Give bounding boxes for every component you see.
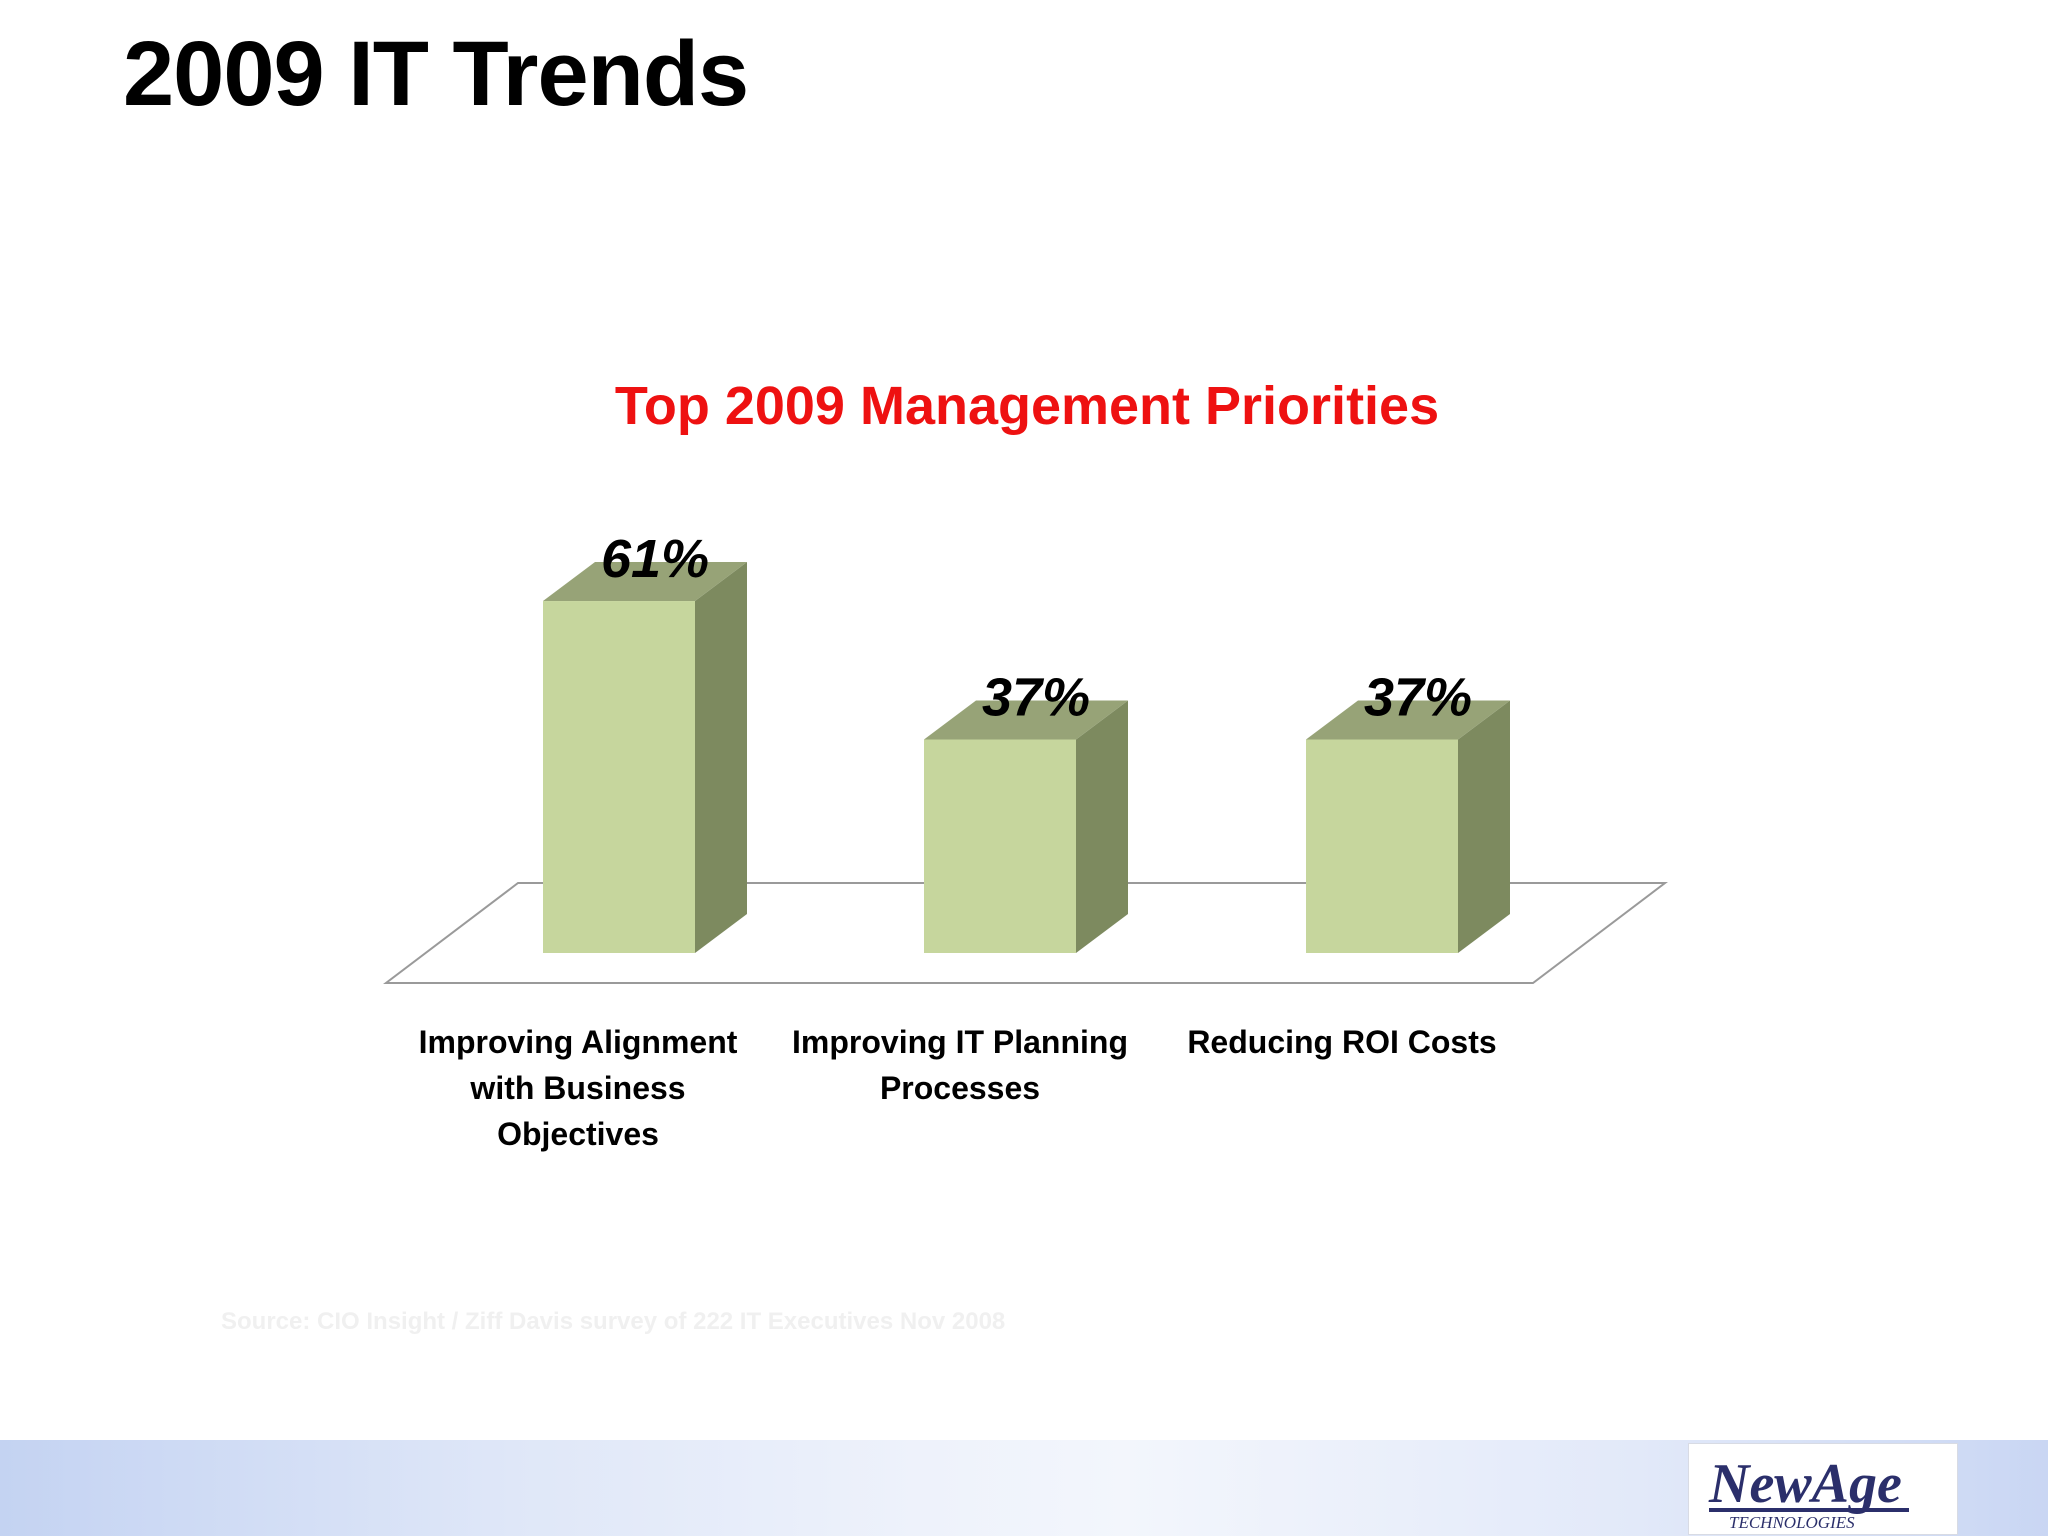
logo-main-text: NewAge (1708, 1453, 1902, 1515)
bar-top (543, 562, 747, 602)
bar (1306, 739, 1458, 953)
category-label-line: Objectives (497, 1116, 659, 1152)
category-label-line: with Business (469, 1070, 685, 1106)
bar-top (924, 700, 1128, 740)
bar-side (1076, 700, 1128, 953)
bar (924, 739, 1076, 953)
data-label: 37% (1364, 668, 1472, 728)
category-label-line: Improving Alignment (419, 1024, 738, 1060)
data-label: 61% (601, 529, 709, 589)
bar-side (1458, 700, 1510, 953)
logo-sub-text: TECHNOLOGIES (1729, 1513, 1855, 1532)
chart-title: Top 2009 Management Priorities (615, 376, 1439, 436)
bars-layer (543, 562, 1510, 953)
newage-logo-image: NewAge TECHNOLOGIES (1708, 1453, 1909, 1532)
slide-title: 2009 IT Trends (123, 23, 749, 125)
category-label-line: Improving IT Planning (792, 1024, 1128, 1060)
source-note: Source: CIO Insight / Ziff Davis survey … (221, 1308, 1006, 1335)
data-label: 37% (982, 668, 1090, 728)
category-label-line: Processes (880, 1070, 1040, 1106)
bar-side (695, 562, 747, 953)
data-labels-layer: 61% 37% 37% (601, 529, 1472, 727)
category-label: Reducing ROI Costs (1187, 1024, 1496, 1060)
category-labels-layer: Improving Alignment with Business Objectiv… (419, 1024, 1497, 1152)
category-label-line: Reducing ROI Costs (1187, 1024, 1496, 1060)
bar (543, 601, 695, 953)
bar-top (1306, 700, 1510, 740)
category-label: Improving IT Planning Processes (792, 1024, 1128, 1106)
category-label: Improving Alignment with Business Objectiv… (419, 1024, 738, 1152)
company-logo: NewAge TECHNOLOGIES (1688, 1443, 1958, 1535)
logo-underline (1709, 1508, 1909, 1512)
